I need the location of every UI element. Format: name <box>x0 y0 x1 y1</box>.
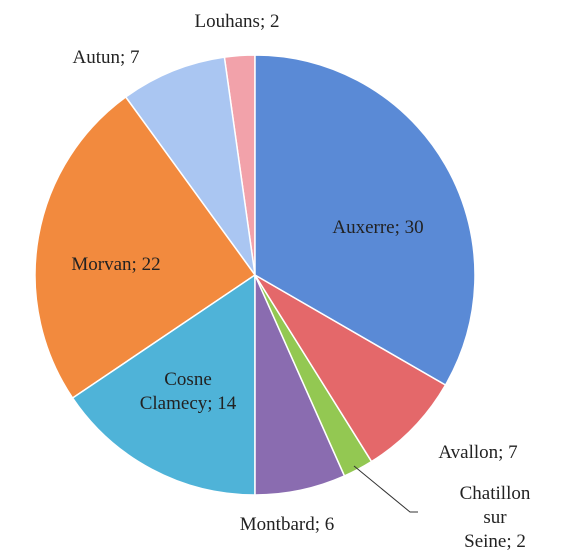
data-label: Chatillon sur Seine; 2 <box>459 483 531 552</box>
pie-slice <box>254 54 476 387</box>
data-label: Auxerre; 30 <box>332 217 424 238</box>
data-label: Montbard; 6 <box>239 514 335 535</box>
pie-slice <box>254 274 447 463</box>
data-label: Avallon; 7 <box>438 442 518 463</box>
leader-line <box>353 465 418 513</box>
data-label: Louhans; 2 <box>194 11 280 32</box>
data-label: Autun; 7 <box>72 47 140 68</box>
pie-slice <box>124 56 256 276</box>
data-label: Morvan; 22 <box>71 254 161 275</box>
pie-slice <box>34 95 257 400</box>
pie-slice <box>71 273 256 496</box>
data-label: Cosne Clamecy; 14 <box>139 369 237 414</box>
